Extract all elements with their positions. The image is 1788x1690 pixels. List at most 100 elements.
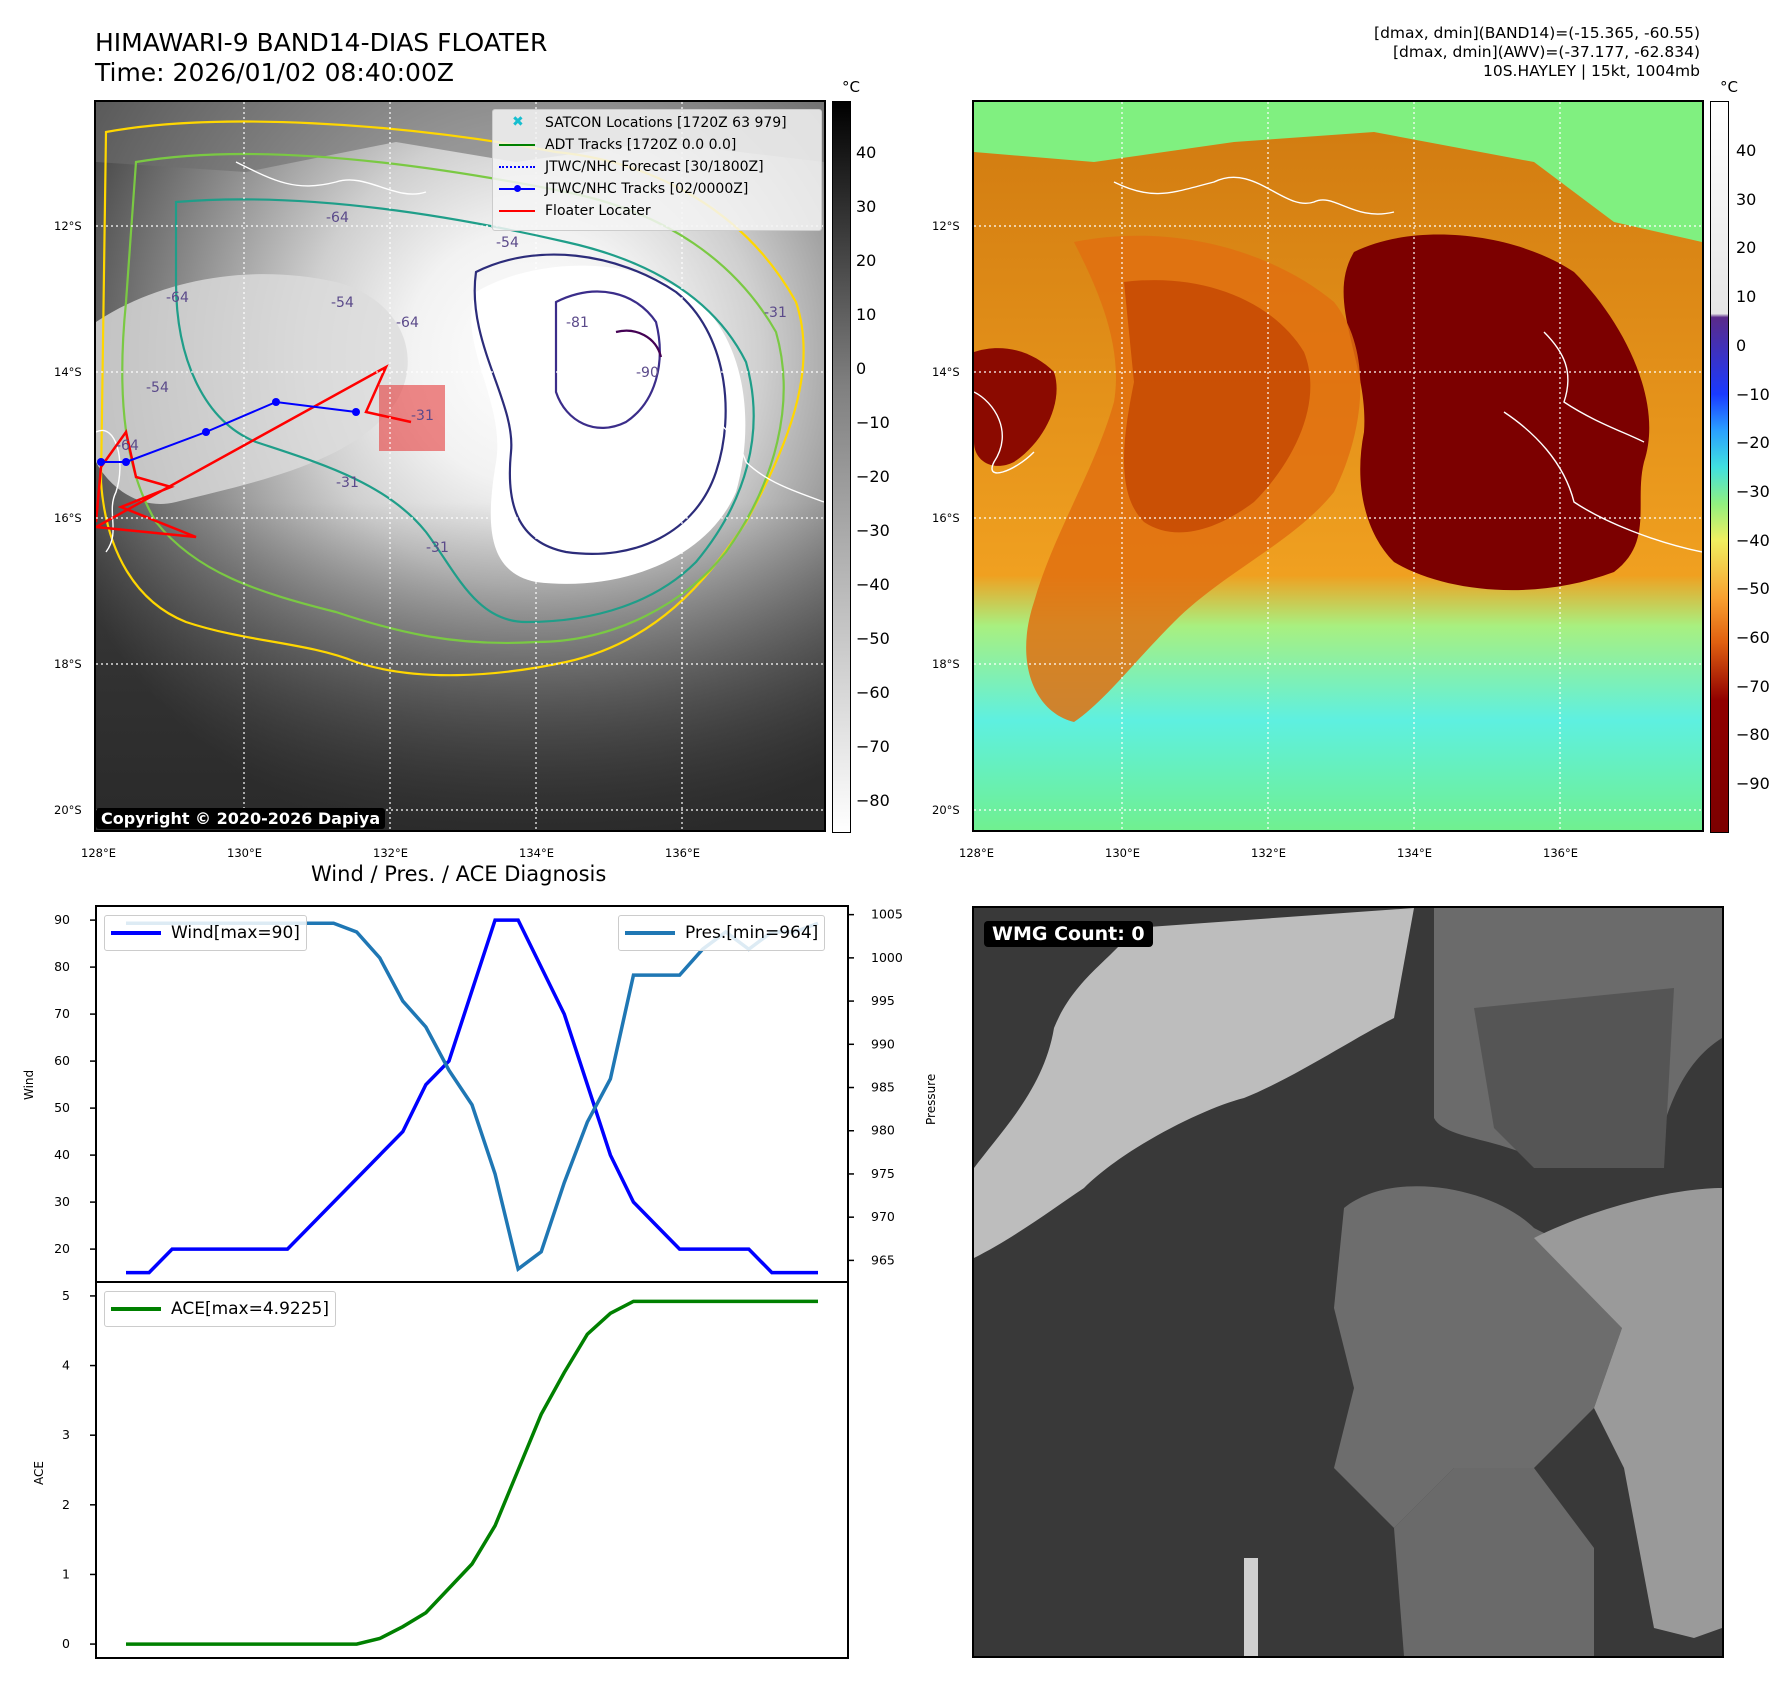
lat-tick-label: 20°S <box>54 803 82 817</box>
colorbar-tick-label: 0 <box>1736 335 1747 355</box>
wind-pressure-axes <box>95 905 849 1283</box>
ace-axis: 5 4 3 2 1 0 <box>62 1288 96 1651</box>
colorbar-tick-label: 30 <box>856 197 877 216</box>
gray-colorbar-unit: °C <box>842 78 860 96</box>
contour-label: -31 <box>426 540 449 556</box>
axis-tick-label: 4 <box>62 1358 70 1373</box>
colorbar-tick-label: −10 <box>1736 384 1770 404</box>
contour-label: -54 <box>146 380 169 396</box>
storm-info: 10S.HAYLEY | 15kt, 1004mb <box>1483 62 1700 80</box>
floater-line-icon <box>499 204 535 218</box>
lon-tick-label: 130°E <box>227 846 262 860</box>
map-legend: ✖ SATCON Locations [1720Z 63 979] ADT Tr… <box>492 109 822 231</box>
contour-label: -64 <box>116 438 139 454</box>
colorbar-tick-label: −20 <box>856 467 890 486</box>
pressure-axis: 1005 1000 995 990 985 980 975 970 965 <box>848 907 903 1267</box>
colorbar-tick-label: 40 <box>1736 141 1757 160</box>
axis-tick-label: 80 <box>54 959 70 974</box>
satellite-title: HIMAWARI-9 BAND14-DIAS FLOATER <box>95 28 548 57</box>
lon-tick-label: 136°E <box>1543 846 1578 860</box>
colorbar-tick-label: −30 <box>1736 481 1770 501</box>
ace-legend-line-icon <box>111 1307 161 1311</box>
gray-colorbar <box>832 101 851 833</box>
colorbar-tick-label: −50 <box>1736 579 1770 599</box>
wind-series-line <box>126 918 818 1275</box>
lat-tick-label: 18°S <box>54 657 82 671</box>
colorbar-tick-label: −50 <box>856 629 890 648</box>
colorbar-tick-label: 30 <box>1736 189 1757 209</box>
lat-tick-label: 14°S <box>54 365 82 379</box>
axis-tick-label: 980 <box>871 1123 895 1138</box>
legend-item-adt: ADT Tracks [1720Z 0.0 0.0] <box>499 134 736 156</box>
colorbar-tick-label: −80 <box>1736 725 1770 745</box>
colorbar-tick-label: 0 <box>856 359 867 378</box>
lon-tick-label: 128°E <box>81 846 116 860</box>
lon-tick-label: 132°E <box>1251 846 1286 860</box>
colorbar-tick-label: 10 <box>856 305 877 324</box>
contour-label: -64 <box>166 290 189 306</box>
axis-tick-label: 70 <box>54 1006 70 1021</box>
contour-label: -64 <box>326 210 349 226</box>
time-title: Time: 2026/01/02 08:40:00Z <box>95 58 454 87</box>
colorbar-tick-label: −60 <box>1736 628 1770 647</box>
colorbar-tick-label: −40 <box>856 575 890 594</box>
satcon-marker-icon: ✖ <box>512 114 524 130</box>
wind-legend: Wind[max=90] <box>104 915 307 951</box>
ace-legend: ACE[max=4.9225] <box>104 1291 336 1327</box>
pressure-series-line <box>126 921 819 1273</box>
lon-tick-label: 128°E <box>959 846 994 860</box>
color-map-panel <box>972 100 1704 832</box>
colorbar-tick-label: −90 <box>1736 774 1770 794</box>
wind-axis-label: Wind <box>22 1069 36 1100</box>
axis-tick-label: 985 <box>871 1080 895 1095</box>
axis-tick-label: 60 <box>54 1053 70 1068</box>
axis-tick-label: 90 <box>54 912 70 927</box>
axis-tick-label: 965 <box>871 1252 895 1267</box>
color-colorbar <box>1710 101 1729 833</box>
colorbar-tick-label: 20 <box>1736 238 1757 258</box>
pressure-axis-label: Pressure <box>924 1073 938 1125</box>
axis-tick-label: 5 <box>62 1288 70 1303</box>
axis-tick-label: 50 <box>54 1100 70 1115</box>
wind-axis: 90 80 70 60 50 40 30 20 <box>54 912 96 1256</box>
axis-tick-label: 1000 <box>871 950 903 965</box>
legend-item-tracks: JTWC/NHC Tracks [02/0000Z] <box>499 178 748 200</box>
wmg-count-label: WMG Count: 0 <box>984 921 1153 947</box>
lon-tick-label: 134°E <box>1397 846 1432 860</box>
lat-tick-label: 20°S <box>932 803 960 817</box>
lon-tick-label: 136°E <box>665 846 700 860</box>
axis-tick-label: 1 <box>62 1566 70 1581</box>
wmg-panel <box>972 906 1724 1658</box>
axis-tick-label: 30 <box>54 1194 70 1209</box>
wmg-image <box>974 908 1722 1656</box>
axis-tick-label: 2 <box>62 1497 70 1512</box>
contour-label: -81 <box>566 315 589 331</box>
axis-tick-label: 975 <box>871 1166 895 1181</box>
axis-tick-label: 20 <box>54 1241 70 1256</box>
lat-tick-label: 14°S <box>932 365 960 379</box>
colorbar-tick-label: −70 <box>1736 676 1770 696</box>
pressure-legend: Pres.[min=964] <box>618 915 826 951</box>
copyright-label: Copyright © 2020-2026 Dapiya <box>96 808 386 829</box>
colorbar-tick-label: 20 <box>856 251 877 270</box>
contour-label: -90 <box>636 365 659 381</box>
contour-label: -54 <box>496 235 519 251</box>
colorbar-tick-label: −30 <box>856 521 890 540</box>
colorbar-tick-label: −60 <box>856 683 890 702</box>
lat-tick-label: 12°S <box>54 219 82 233</box>
lon-tick-label: 130°E <box>1105 846 1140 860</box>
contour-label: -31 <box>336 475 359 491</box>
legend-item-satcon: ✖ SATCON Locations [1720Z 63 979] <box>499 112 787 134</box>
colorbar-tick-label: 40 <box>856 143 877 162</box>
colorbar-tick-label: 10 <box>1736 287 1757 307</box>
colorbar-tick-label: −40 <box>1736 530 1770 550</box>
pressure-legend-line-icon <box>625 931 675 935</box>
contour-label: -54 <box>331 295 354 311</box>
axis-tick-label: 40 <box>54 1147 70 1162</box>
adt-line-icon <box>499 138 535 152</box>
ace-axis-label: ACE <box>32 1461 46 1485</box>
axis-tick-label: 990 <box>871 1036 895 1051</box>
lat-tick-label: 18°S <box>932 657 960 671</box>
color-map-image <box>974 102 1702 830</box>
legend-item-floater: Floater Locater <box>499 200 651 222</box>
